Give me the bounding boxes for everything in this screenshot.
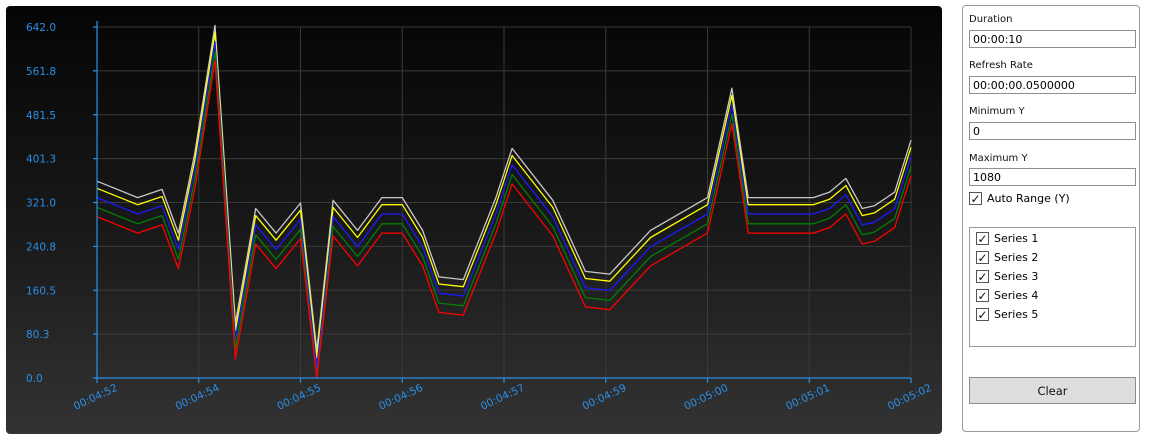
y-tick-label: 0.0 bbox=[26, 373, 43, 385]
x-tick-label: 00:04:52 bbox=[72, 382, 120, 413]
checkmark-icon: ✓ bbox=[976, 307, 989, 322]
series-3-line bbox=[96, 41, 912, 368]
y-tick-label: 80.3 bbox=[26, 329, 49, 341]
y-tick-label: 401.3 bbox=[26, 154, 56, 166]
y-tick-label: 642.0 bbox=[26, 22, 56, 34]
series-5-checkbox[interactable]: ✓ Series 5 bbox=[976, 308, 1038, 321]
series-5-line bbox=[96, 60, 912, 379]
chart-panel: 0.0 80.3 160.5 240.8 321.0 401.3 481.5 561.8 642… bbox=[6, 6, 942, 434]
series-4-checkbox[interactable]: ✓ Series 4 bbox=[976, 289, 1038, 302]
checkmark-icon: ✓ bbox=[969, 191, 982, 206]
y-tick-label: 321.0 bbox=[26, 198, 56, 210]
duration-input[interactable] bbox=[969, 30, 1136, 48]
grid bbox=[96, 26, 912, 379]
y-tick-label: 561.8 bbox=[26, 66, 56, 78]
clear-button[interactable]: Clear bbox=[969, 377, 1136, 404]
series-3-label: Series 3 bbox=[994, 270, 1039, 283]
series-list: ✓ Series 1 ✓ Series 2 ✓ Series 3 ✓ Serie… bbox=[969, 227, 1136, 347]
x-tick-label: 00:04:55 bbox=[275, 382, 323, 413]
series-2-checkbox[interactable]: ✓ Series 2 bbox=[976, 251, 1038, 264]
minimum-y-label: Minimum Y bbox=[969, 106, 1025, 117]
x-tick-label: 00:04:59 bbox=[581, 382, 629, 413]
y-tick-label: 481.5 bbox=[26, 110, 56, 122]
x-tick-label: 00:05:00 bbox=[682, 382, 730, 413]
duration-label: Duration bbox=[969, 14, 1013, 25]
x-tick-label: 00:05:01 bbox=[784, 382, 832, 413]
line-chart: 0.0 80.3 160.5 240.8 321.0 401.3 481.5 561.8 642… bbox=[26, 21, 934, 413]
maximum-y-input[interactable] bbox=[969, 168, 1136, 186]
checkmark-icon: ✓ bbox=[976, 288, 989, 303]
x-tick-label: 00:04:54 bbox=[174, 382, 222, 413]
axes bbox=[93, 21, 912, 383]
series-3-checkbox[interactable]: ✓ Series 3 bbox=[976, 270, 1038, 283]
x-tick-label: 00:04:57 bbox=[479, 382, 527, 413]
x-tick-label: 00:04:56 bbox=[377, 382, 425, 413]
settings-panel: Duration Refresh Rate Minimum Y Maximum … bbox=[962, 5, 1140, 432]
x-tick-label: 00:05:02 bbox=[886, 382, 934, 413]
series-lines bbox=[96, 24, 912, 379]
maximum-y-label: Maximum Y bbox=[969, 153, 1028, 164]
checkmark-icon: ✓ bbox=[976, 250, 989, 265]
checkmark-icon: ✓ bbox=[976, 269, 989, 284]
auto-range-label: Auto Range (Y) bbox=[987, 192, 1070, 205]
series-5-label: Series 5 bbox=[994, 308, 1039, 321]
y-tick-label: 240.8 bbox=[26, 241, 56, 253]
minimum-y-input[interactable] bbox=[969, 122, 1136, 140]
auto-range-checkbox[interactable]: ✓ Auto Range (Y) bbox=[969, 192, 1070, 205]
series-2-label: Series 2 bbox=[994, 251, 1039, 264]
checkmark-icon: ✓ bbox=[976, 231, 989, 246]
series-1-checkbox[interactable]: ✓ Series 1 bbox=[976, 232, 1038, 245]
y-tick-label: 160.5 bbox=[26, 285, 56, 297]
refresh-rate-input[interactable] bbox=[969, 76, 1136, 94]
series-1-label: Series 1 bbox=[994, 232, 1039, 245]
refresh-rate-label: Refresh Rate bbox=[969, 60, 1033, 71]
series-4-label: Series 4 bbox=[994, 289, 1039, 302]
